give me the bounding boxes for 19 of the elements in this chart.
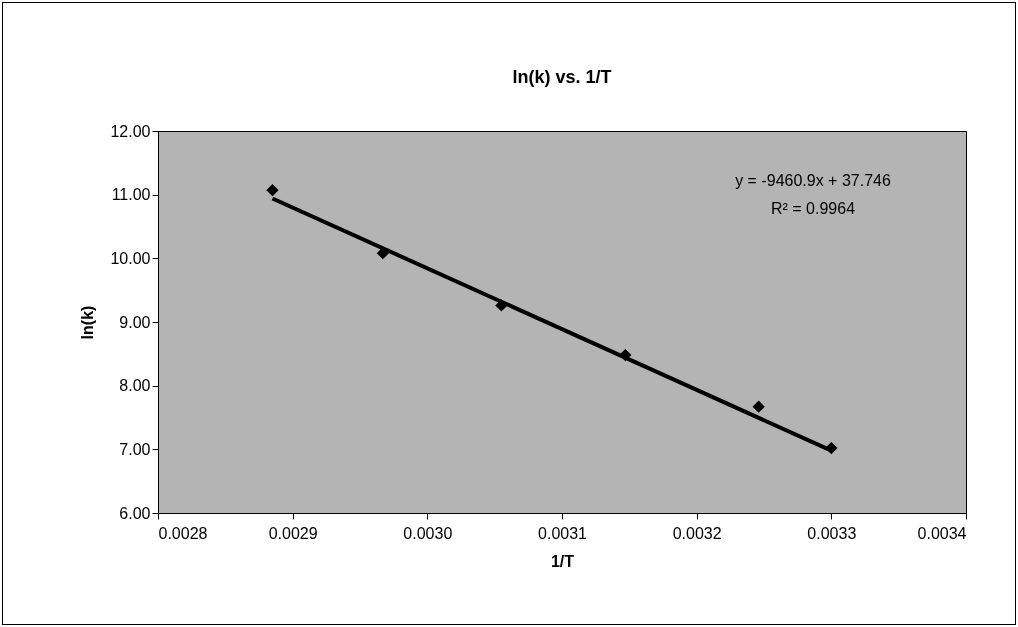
x-tick-label: 0.0033 bbox=[807, 524, 857, 542]
annotation: R² = 0.9964 bbox=[770, 200, 856, 217]
y-tick-label: 10.00 bbox=[110, 249, 151, 267]
x-tick-label: 0.0029 bbox=[268, 524, 318, 542]
y-tick-label: 8.00 bbox=[119, 377, 151, 395]
y-axis-title: ln(k) bbox=[79, 305, 97, 340]
y-tick-label: 9.00 bbox=[119, 313, 151, 331]
x-tick-label: 0.0034 bbox=[917, 524, 967, 542]
x-tick-label: 0.0028 bbox=[158, 524, 208, 542]
x-axis-title: 1/T bbox=[550, 552, 575, 570]
annotation: y = -9460.9x + 37.746 bbox=[735, 172, 891, 189]
x-tick-label: 0.0030 bbox=[403, 524, 453, 542]
y-tick-label: 11.00 bbox=[111, 186, 151, 204]
y-tick-label: 6.00 bbox=[119, 504, 151, 522]
x-tick-label: 0.0031 bbox=[538, 524, 588, 542]
y-tick-label: 7.00 bbox=[119, 440, 151, 458]
x-tick-label: 0.0032 bbox=[672, 524, 722, 542]
y-tick-label: 12.00 bbox=[110, 122, 151, 140]
chart-title: ln(k) vs. 1/T bbox=[512, 67, 612, 87]
